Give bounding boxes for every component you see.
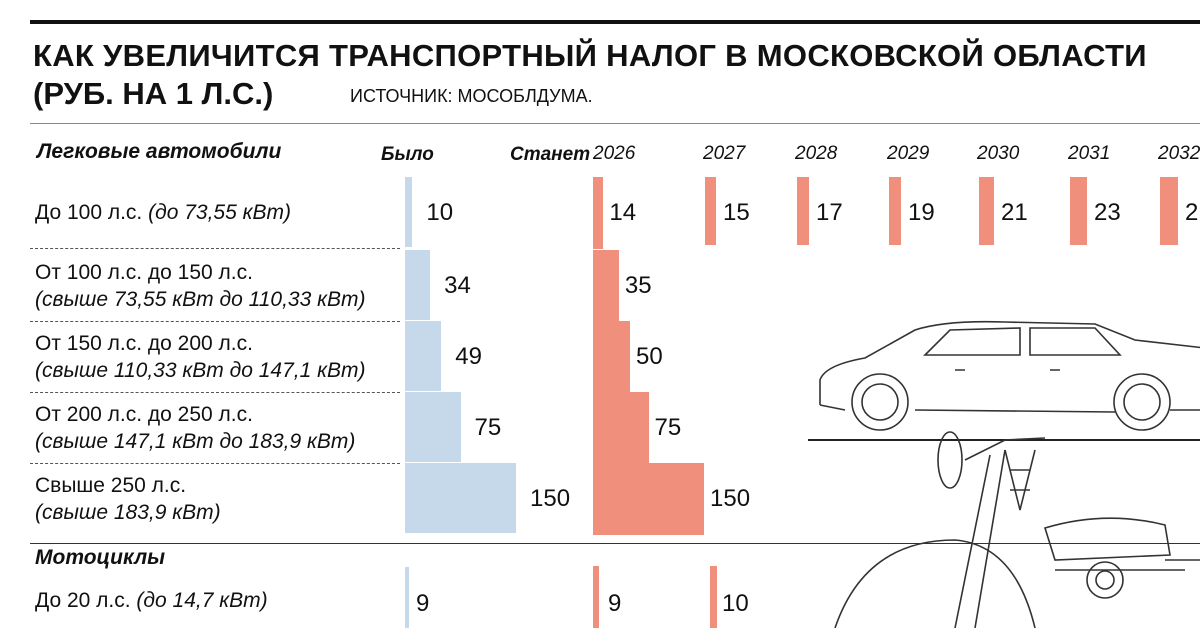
bar-will-2027 — [710, 566, 717, 628]
value-will-year: 21 — [1001, 199, 1028, 226]
chart-title: КАК УВЕЛИЧИТСЯ ТРАНСПОРТНЫЙ НАЛОГ В МОСК… — [33, 38, 1147, 73]
bar-was — [405, 321, 442, 391]
bar-will-year — [1160, 177, 1178, 245]
value-will-2026: 14 — [609, 199, 637, 226]
bar-will-2026 — [593, 321, 630, 393]
year-header: 2031 — [1068, 143, 1111, 164]
row-label: Свыше 250 л.с. — [35, 474, 187, 497]
year-header: 2028 — [795, 143, 838, 164]
row-label: От 150 л.с. до 200 л.с. — [35, 332, 253, 355]
value-will-year: 2 — [1185, 199, 1199, 226]
value-will-year: 19 — [908, 199, 935, 226]
value-will-year: 15 — [723, 199, 750, 226]
row-sublabel: (до 14,7 кВт) — [136, 589, 268, 612]
row-separator — [30, 321, 400, 322]
value-was: 10 — [426, 199, 454, 226]
year-header: 2032 — [1158, 143, 1200, 164]
chart-title-units: (РУБ. НА 1 Л.С.) — [33, 76, 274, 111]
row-label: До 20 л.с. (до 14,7 кВт) — [35, 589, 268, 612]
row-label: До 100 л.с. (до 73,55 кВт) — [35, 201, 292, 224]
value-will-2026: 50 — [636, 343, 663, 370]
section-heading: Легковые автомобили — [37, 140, 282, 163]
value-will-year: 17 — [816, 199, 843, 226]
bar-will-year — [1070, 177, 1087, 245]
bar-will-year — [979, 177, 994, 245]
column-header-was: Было — [381, 144, 434, 165]
value-was: 75 — [474, 414, 502, 441]
year-header: 2030 — [977, 143, 1020, 164]
value-was: 9 — [416, 590, 430, 617]
top-rule — [30, 20, 1200, 24]
row-sublabel: (свыше 147,1 кВт до 183,9 кВт) — [35, 430, 356, 453]
bar-will-2026 — [593, 177, 604, 249]
motorcycle-icon — [834, 431, 1200, 628]
bar-will-year — [889, 177, 901, 245]
bar-will-2026 — [593, 566, 599, 628]
source-note: ИСТОЧНИК: МОСОБЛДУМА. — [350, 86, 593, 106]
section-heading: Мотоциклы — [35, 546, 166, 569]
bar-will-2026 — [593, 250, 619, 322]
value-will-2026: 75 — [654, 414, 682, 441]
row-sublabel: (свыше 73,55 кВт до 110,33 кВт) — [35, 288, 366, 311]
bar-was — [405, 250, 431, 320]
value-was: 34 — [444, 272, 471, 299]
row-separator — [30, 463, 400, 464]
year-header: 2029 — [887, 143, 930, 164]
header-rule — [30, 123, 1200, 124]
value-will-year: 23 — [1094, 199, 1121, 226]
value-will-2026: 150 — [710, 485, 751, 512]
row-sublabel: (свыше 183,9 кВт) — [35, 501, 221, 524]
row-label: От 100 л.с. до 150 л.с. — [35, 261, 253, 284]
bar-will-2026 — [593, 463, 704, 535]
bar-was — [405, 463, 516, 533]
bar-will-2026 — [593, 392, 649, 464]
row-sublabel: (до 73,55 кВт) — [148, 201, 292, 224]
row-separator — [30, 392, 400, 393]
bar-was — [405, 392, 461, 462]
value-will-2026: 9 — [608, 590, 622, 617]
row-separator — [30, 248, 400, 249]
bar-will-year — [797, 177, 809, 245]
value-was: 150 — [530, 485, 571, 512]
bar-will-year — [705, 177, 716, 245]
car-icon — [819, 320, 1200, 431]
row-sublabel: (свыше 110,33 кВт до 147,1 кВт) — [35, 359, 366, 382]
value-will-2026: 35 — [624, 272, 652, 299]
value-will-2027: 10 — [722, 590, 749, 617]
value-was: 49 — [455, 343, 482, 370]
column-header-will: Станет — [510, 144, 591, 165]
row-label: От 200 л.с. до 250 л.с. — [35, 403, 253, 426]
car-motorcycle-illustration — [819, 320, 1200, 628]
bar-was — [405, 177, 413, 247]
bar-was — [405, 567, 409, 628]
year-header: 2026 — [593, 143, 636, 164]
section-divider — [30, 543, 1200, 544]
year-header: 2027 — [703, 143, 746, 164]
